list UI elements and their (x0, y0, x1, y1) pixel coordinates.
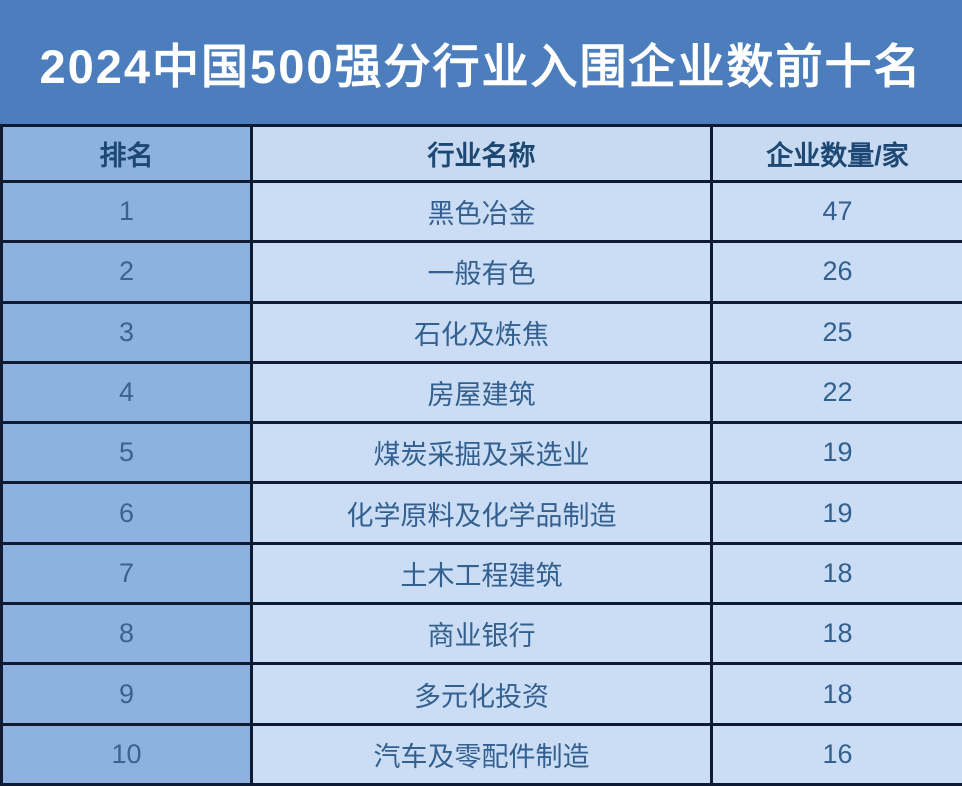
rank-cell: 8 (0, 602, 253, 666)
table-row: 6 化学原料及化学品制造 19 (0, 481, 962, 545)
header-rank: 排名 (0, 124, 253, 183)
header-industry: 行业名称 (250, 124, 713, 183)
table-row: 8 商业银行 18 (0, 602, 962, 666)
industry-cell: 汽车及零配件制造 (250, 722, 713, 786)
industry-cell: 商业银行 (250, 602, 713, 666)
table-row: 9 多元化投资 18 (0, 662, 962, 726)
page-title: 2024中国500强分行业入围企业数前十名 (39, 39, 923, 93)
count-cell: 26 (710, 240, 962, 304)
rank-cell: 5 (0, 421, 253, 485)
table-row: 10 汽车及零配件制造 16 (0, 722, 962, 786)
industry-cell: 煤炭采掘及采选业 (250, 421, 713, 485)
industry-cell: 土木工程建筑 (250, 541, 713, 606)
count-cell: 22 (710, 360, 962, 425)
count-cell: 25 (710, 300, 962, 364)
industry-cell: 化学原料及化学品制造 (250, 481, 713, 545)
table-header-row: 排名 行业名称 企业数量/家 (0, 124, 962, 183)
title-banner: 2024中国500强分行业入围企业数前十名 (0, 0, 962, 124)
table-row: 3 石化及炼焦 25 (0, 300, 962, 364)
count-cell: 19 (710, 481, 962, 545)
rank-cell: 2 (0, 240, 253, 304)
rank-cell: 4 (0, 360, 253, 425)
industry-cell: 石化及炼焦 (250, 300, 713, 364)
rank-cell: 3 (0, 300, 253, 364)
table-row: 7 土木工程建筑 18 (0, 541, 962, 606)
table-row: 5 煤炭采掘及采选业 19 (0, 421, 962, 485)
count-cell: 16 (710, 722, 962, 786)
rank-cell: 10 (0, 722, 253, 786)
industry-cell: 多元化投资 (250, 662, 713, 726)
rank-cell: 7 (0, 541, 253, 606)
count-cell: 47 (710, 179, 962, 244)
industry-rank-table: 排名 行业名称 企业数量/家 1 黑色冶金 47 2 一般有色 26 3 石化及… (0, 124, 962, 786)
industry-cell: 一般有色 (250, 240, 713, 304)
rank-cell: 9 (0, 662, 253, 726)
count-cell: 18 (710, 541, 962, 606)
rank-cell: 6 (0, 481, 253, 545)
table-row: 4 房屋建筑 22 (0, 360, 962, 425)
industry-cell: 房屋建筑 (250, 360, 713, 425)
industry-cell: 黑色冶金 (250, 179, 713, 244)
count-cell: 18 (710, 602, 962, 666)
count-cell: 19 (710, 421, 962, 485)
table-row: 2 一般有色 26 (0, 240, 962, 304)
rank-cell: 1 (0, 179, 253, 244)
count-cell: 18 (710, 662, 962, 726)
table-row: 1 黑色冶金 47 (0, 179, 962, 244)
header-count: 企业数量/家 (710, 124, 962, 183)
